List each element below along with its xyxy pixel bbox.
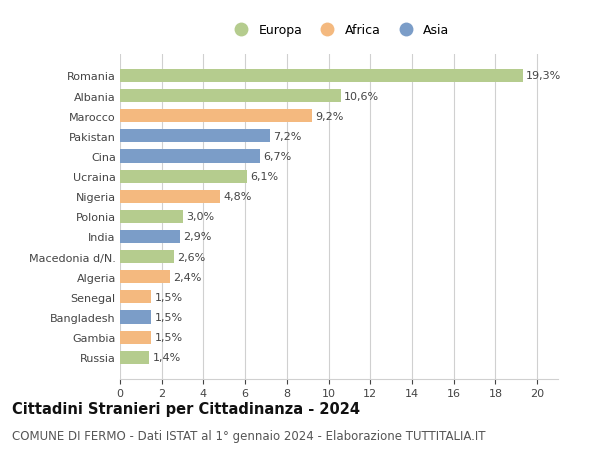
- Bar: [120, 90, 341, 103]
- Text: 6,7%: 6,7%: [263, 151, 291, 162]
- Bar: [120, 170, 247, 183]
- Bar: [120, 210, 182, 224]
- Bar: [120, 190, 220, 203]
- Bar: [120, 331, 151, 344]
- Text: 7,2%: 7,2%: [274, 132, 302, 141]
- Text: 2,4%: 2,4%: [173, 272, 202, 282]
- Bar: [120, 291, 151, 304]
- Text: 9,2%: 9,2%: [315, 112, 343, 122]
- Bar: [120, 351, 149, 364]
- Text: 1,5%: 1,5%: [154, 312, 182, 322]
- Bar: [120, 70, 523, 83]
- Legend: Europa, Africa, Asia: Europa, Africa, Asia: [223, 19, 455, 42]
- Bar: [120, 230, 181, 243]
- Text: 4,8%: 4,8%: [223, 192, 251, 202]
- Bar: [120, 130, 270, 143]
- Text: 2,6%: 2,6%: [178, 252, 206, 262]
- Text: 10,6%: 10,6%: [344, 91, 379, 101]
- Text: 6,1%: 6,1%: [250, 172, 278, 182]
- Text: 2,9%: 2,9%: [184, 232, 212, 242]
- Text: 3,0%: 3,0%: [186, 212, 214, 222]
- Bar: [120, 110, 312, 123]
- Text: 1,5%: 1,5%: [154, 292, 182, 302]
- Text: 19,3%: 19,3%: [526, 71, 561, 81]
- Text: 1,5%: 1,5%: [154, 332, 182, 342]
- Bar: [120, 311, 151, 324]
- Text: COMUNE DI FERMO - Dati ISTAT al 1° gennaio 2024 - Elaborazione TUTTITALIA.IT: COMUNE DI FERMO - Dati ISTAT al 1° genna…: [12, 429, 485, 442]
- Bar: [120, 251, 174, 263]
- Bar: [120, 150, 260, 163]
- Text: 1,4%: 1,4%: [152, 353, 181, 363]
- Bar: [120, 271, 170, 284]
- Text: Cittadini Stranieri per Cittadinanza - 2024: Cittadini Stranieri per Cittadinanza - 2…: [12, 402, 360, 417]
